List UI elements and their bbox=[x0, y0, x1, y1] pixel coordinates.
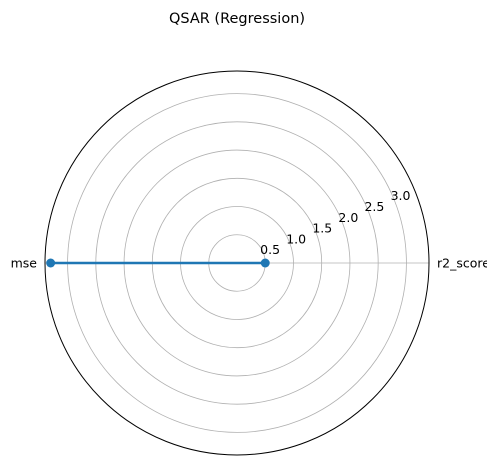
radial-tick-label: 1.0 bbox=[286, 231, 306, 246]
polar-frame bbox=[44, 70, 430, 456]
radial-tick-label: 0.5 bbox=[260, 242, 280, 257]
radial-tick-labels: 0.5 1.0 1.5 2.0 2.5 3.0 bbox=[260, 188, 410, 257]
axis-label-mse: mse bbox=[11, 256, 38, 271]
radial-tick-label: 1.5 bbox=[312, 221, 332, 236]
radial-tick-label: 2.0 bbox=[338, 210, 358, 225]
data-point-r2_score bbox=[260, 258, 270, 268]
radial-tick-label: 2.5 bbox=[364, 199, 384, 214]
radial-tick-label: 3.0 bbox=[391, 188, 411, 203]
axis-label-r2_score: r2_score bbox=[437, 256, 487, 271]
data-point-mse bbox=[46, 258, 56, 268]
axis-labels: r2_score mse bbox=[11, 256, 487, 271]
chart-title: QSAR (Regression) bbox=[169, 11, 305, 27]
series-layer bbox=[46, 258, 270, 268]
